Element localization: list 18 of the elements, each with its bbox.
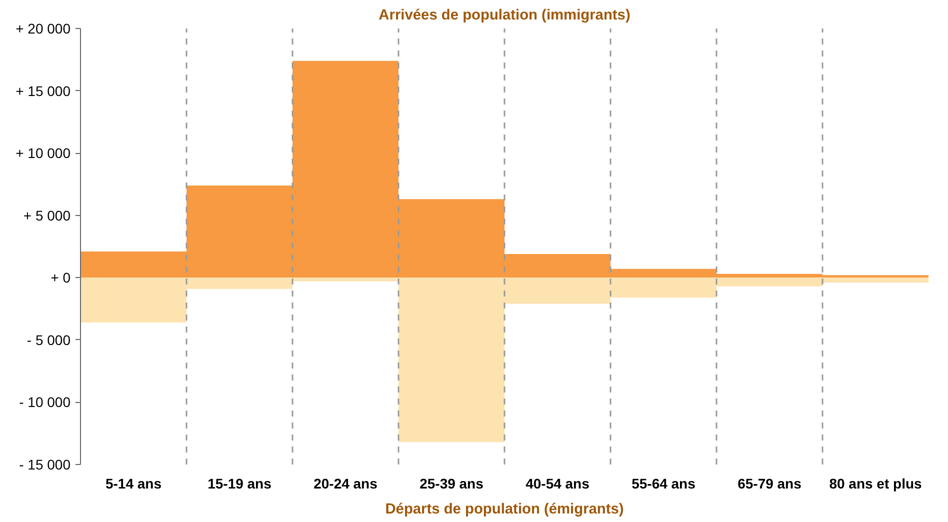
y-tick-label: - 15 000 [19,456,71,472]
chart-title: Arrivées de population (immigrants) [378,8,630,24]
x-tick-label: 25-39 ans [420,476,484,492]
text: Départs de population (émigrants) [385,502,624,518]
y-tick-label: + 15 000 [16,82,71,99]
x-tick-label: 55-64 ans [632,476,696,492]
x-tick-label: 5-14 ans [105,476,162,492]
x-tick-label: 80 ans et plus [829,476,922,492]
y-tick-label: - 10 000 [19,394,71,410]
x-tick-label: 65-79 ans [738,476,802,492]
x-tick-label: 20-24 ans [314,476,378,492]
y-tick-label: - 5 000 [26,332,71,348]
x-tick-label: 40-54 ans [526,476,590,492]
y-tick-label: + 10 000 [16,145,71,162]
x-tick-label: 15-19 ans [208,476,272,492]
y-tick-label: + 5 000 [23,207,71,224]
y-tick-label: + 20 000 [16,20,71,36]
y-tick-label: + 0 [50,270,71,286]
